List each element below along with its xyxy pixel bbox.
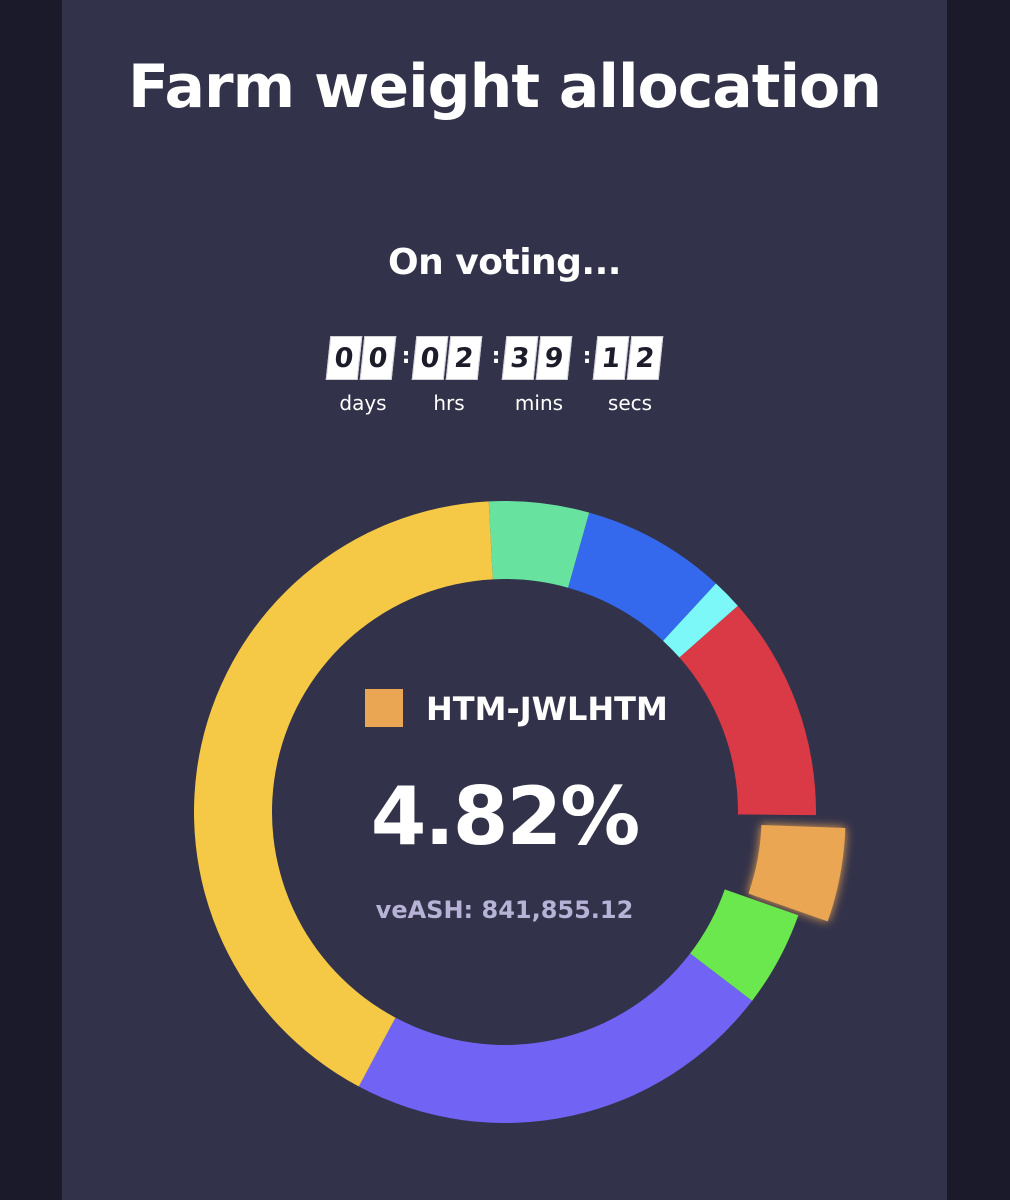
- voting-status: On voting...: [388, 242, 621, 283]
- selected-farm-veash: veASH: 841,855.12: [375, 896, 634, 924]
- countdown-minutes: 3 9 mins: [501, 336, 574, 426]
- countdown-separator: :: [491, 344, 501, 369]
- selected-farm-percent: 4.82%: [370, 770, 641, 863]
- countdown-label: days: [339, 391, 387, 415]
- countdown-separator: :: [401, 344, 411, 369]
- left-gutter: [0, 0, 62, 1200]
- selected-farm-swatch: [365, 689, 403, 727]
- donut-slice[interactable]: [488, 501, 590, 588]
- allocation-donut-chart: [193, 501, 846, 1123]
- countdown-label: mins: [514, 391, 564, 415]
- donut-slice[interactable]: [737, 814, 816, 824]
- right-gutter: [947, 0, 1010, 1200]
- countdown-seconds: 1 2 secs: [592, 336, 665, 426]
- donut-slice[interactable]: [679, 605, 816, 816]
- countdown-days: 0 0 days: [325, 336, 398, 426]
- countdown-label: secs: [607, 391, 653, 415]
- donut-slice[interactable]: [193, 501, 493, 1087]
- countdown-label: hrs: [433, 391, 465, 415]
- selected-farm-name: HTM-JWLHTM: [426, 690, 668, 728]
- donut-slice-highlighted[interactable]: [748, 825, 846, 922]
- donut-slice[interactable]: [663, 583, 738, 658]
- page-title: Farm weight allocation: [128, 52, 882, 122]
- countdown-hours: 0 2 hrs: [411, 336, 484, 426]
- countdown-separator: :: [582, 344, 592, 369]
- donut-slice[interactable]: [568, 512, 716, 641]
- donut-slice[interactable]: [358, 953, 753, 1123]
- farm-weight-panel: Farm weight allocation On voting... 0 0 …: [62, 0, 947, 1200]
- countdown-timer: 0 0 days : 0 2 hrs : 3 9 mins : 1 2: [325, 336, 688, 426]
- donut-slice[interactable]: [690, 889, 799, 1001]
